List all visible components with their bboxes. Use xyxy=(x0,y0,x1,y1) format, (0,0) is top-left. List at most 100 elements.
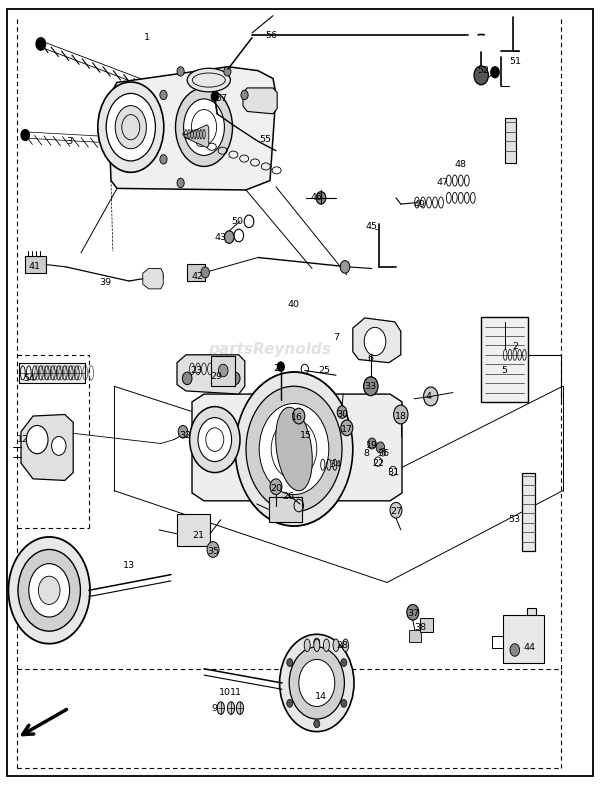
Text: 20: 20 xyxy=(270,484,282,493)
Circle shape xyxy=(235,372,353,526)
Circle shape xyxy=(224,231,234,243)
Text: 33: 33 xyxy=(365,382,377,391)
Text: 36: 36 xyxy=(377,449,389,458)
Circle shape xyxy=(340,261,350,273)
Circle shape xyxy=(341,699,347,707)
Polygon shape xyxy=(108,67,276,190)
Circle shape xyxy=(160,155,167,164)
Text: 57: 57 xyxy=(215,93,227,103)
Text: 7: 7 xyxy=(333,333,339,342)
Text: 52: 52 xyxy=(477,66,489,75)
Circle shape xyxy=(190,407,240,473)
Ellipse shape xyxy=(314,639,320,652)
Text: 2: 2 xyxy=(512,342,518,352)
Text: partsReynolds: partsReynolds xyxy=(209,341,331,357)
Ellipse shape xyxy=(106,93,155,161)
Text: 18: 18 xyxy=(395,411,407,421)
Text: 40: 40 xyxy=(288,300,300,309)
Text: 10: 10 xyxy=(219,688,231,697)
Polygon shape xyxy=(183,125,209,148)
Text: 43: 43 xyxy=(215,232,227,242)
Text: 30: 30 xyxy=(336,410,348,419)
Text: 35: 35 xyxy=(207,546,219,556)
Circle shape xyxy=(235,372,353,526)
Circle shape xyxy=(314,638,320,646)
Text: 47: 47 xyxy=(437,177,449,187)
Text: 22: 22 xyxy=(372,458,384,468)
Circle shape xyxy=(29,564,70,617)
Text: 9: 9 xyxy=(212,703,218,713)
Ellipse shape xyxy=(236,702,244,714)
Circle shape xyxy=(38,576,60,604)
Bar xyxy=(420,618,433,632)
Bar xyxy=(503,615,544,663)
Circle shape xyxy=(218,364,228,377)
Circle shape xyxy=(510,644,520,656)
Circle shape xyxy=(394,405,408,424)
Circle shape xyxy=(376,442,385,453)
Text: 27: 27 xyxy=(390,507,402,517)
Circle shape xyxy=(177,178,184,188)
Text: 8: 8 xyxy=(363,449,369,458)
Text: 29: 29 xyxy=(210,372,222,382)
Ellipse shape xyxy=(176,88,233,166)
Text: 31: 31 xyxy=(387,468,399,477)
Text: 56: 56 xyxy=(265,31,277,40)
Text: 24: 24 xyxy=(273,364,285,374)
Ellipse shape xyxy=(187,68,230,92)
Circle shape xyxy=(230,372,240,385)
Ellipse shape xyxy=(275,407,313,491)
Ellipse shape xyxy=(323,639,329,652)
Text: 50: 50 xyxy=(231,217,243,226)
Ellipse shape xyxy=(227,702,235,714)
Circle shape xyxy=(277,362,284,371)
Circle shape xyxy=(337,406,347,418)
Text: 39: 39 xyxy=(99,278,111,287)
Text: 19: 19 xyxy=(366,441,378,451)
Text: 6: 6 xyxy=(368,354,374,363)
Circle shape xyxy=(177,67,184,76)
Circle shape xyxy=(224,67,231,76)
Text: 48: 48 xyxy=(455,160,467,170)
Circle shape xyxy=(368,438,376,449)
Circle shape xyxy=(151,268,163,284)
Text: 41: 41 xyxy=(29,262,41,272)
Circle shape xyxy=(424,387,438,406)
Ellipse shape xyxy=(115,106,146,149)
Bar xyxy=(211,356,235,386)
Text: 11: 11 xyxy=(230,688,242,697)
Circle shape xyxy=(8,537,90,644)
Circle shape xyxy=(259,403,329,495)
Text: 54: 54 xyxy=(23,374,35,383)
Text: 15: 15 xyxy=(300,431,312,440)
Text: 51: 51 xyxy=(509,57,521,66)
Text: 42: 42 xyxy=(192,272,204,281)
Polygon shape xyxy=(21,414,73,480)
Circle shape xyxy=(201,267,209,278)
Circle shape xyxy=(246,386,342,512)
Circle shape xyxy=(390,502,402,518)
Text: 44: 44 xyxy=(523,643,535,652)
Polygon shape xyxy=(192,394,402,501)
Text: 21: 21 xyxy=(192,531,204,540)
Bar xyxy=(19,363,85,383)
Circle shape xyxy=(52,436,66,455)
Polygon shape xyxy=(177,355,245,394)
Text: 32: 32 xyxy=(179,431,191,440)
Text: 37: 37 xyxy=(407,609,419,619)
Text: 16: 16 xyxy=(291,413,303,422)
Circle shape xyxy=(316,192,326,204)
Text: 4: 4 xyxy=(426,392,432,401)
Circle shape xyxy=(259,403,329,495)
Circle shape xyxy=(491,67,499,78)
Text: 26: 26 xyxy=(282,491,294,501)
Circle shape xyxy=(270,479,282,495)
Ellipse shape xyxy=(343,639,349,652)
Text: 53: 53 xyxy=(509,515,521,524)
Circle shape xyxy=(407,604,419,620)
Bar xyxy=(505,118,516,163)
Text: 38: 38 xyxy=(414,623,426,633)
Circle shape xyxy=(246,386,342,512)
Polygon shape xyxy=(243,88,277,114)
Text: 49: 49 xyxy=(414,199,426,209)
